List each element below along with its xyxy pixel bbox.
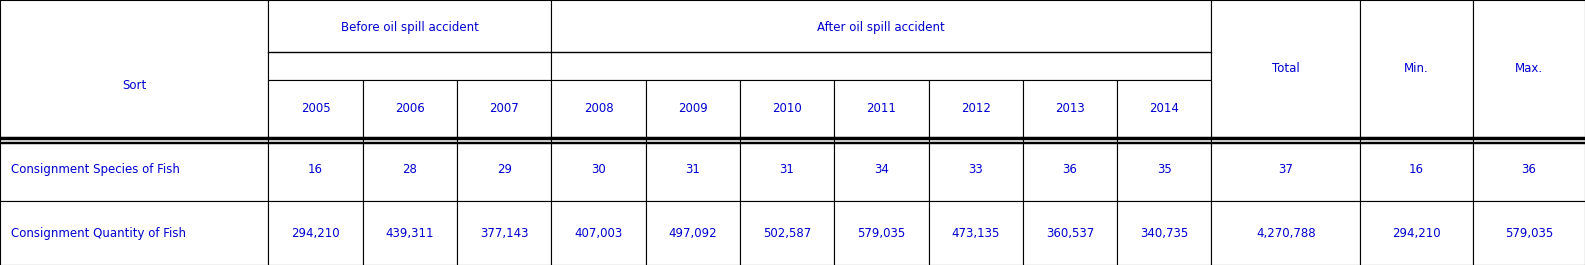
Bar: [929, 138, 1022, 201]
Bar: [834, 138, 929, 201]
Bar: [0, 0, 268, 138]
Bar: [363, 201, 456, 265]
Bar: [929, 80, 1022, 138]
Text: Before oil spill accident: Before oil spill accident: [341, 21, 479, 34]
Text: 2011: 2011: [867, 102, 896, 115]
Text: Min.: Min.: [1404, 62, 1428, 76]
Bar: [268, 138, 363, 201]
Bar: [1211, 138, 1360, 201]
Bar: [1211, 0, 1360, 138]
Text: 2012: 2012: [961, 102, 991, 115]
Bar: [1117, 80, 1211, 138]
Bar: [456, 80, 552, 138]
Bar: [0, 138, 268, 201]
Text: 497,092: 497,092: [669, 227, 716, 240]
Bar: [1211, 201, 1360, 265]
Text: 294,210: 294,210: [1392, 227, 1441, 240]
Bar: [740, 201, 834, 265]
Text: Consignment Species of Fish: Consignment Species of Fish: [11, 163, 181, 176]
Bar: [268, 80, 363, 138]
Text: 2005: 2005: [301, 102, 330, 115]
Bar: [645, 201, 740, 265]
Bar: [1022, 80, 1117, 138]
Bar: [645, 80, 740, 138]
Bar: [1360, 138, 1472, 201]
Bar: [1360, 201, 1472, 265]
Text: 2009: 2009: [678, 102, 707, 115]
Text: 16: 16: [1409, 163, 1423, 176]
Text: 2013: 2013: [1056, 102, 1084, 115]
Bar: [552, 138, 645, 201]
Text: 340,735: 340,735: [1140, 227, 1189, 240]
Text: 2008: 2008: [583, 102, 613, 115]
Text: 31: 31: [685, 163, 701, 176]
Bar: [1022, 201, 1117, 265]
Text: Sort: Sort: [122, 79, 146, 92]
Bar: [456, 201, 552, 265]
Text: 407,003: 407,003: [574, 227, 623, 240]
Text: 473,135: 473,135: [951, 227, 1000, 240]
Bar: [740, 138, 834, 201]
Text: 2007: 2007: [490, 102, 518, 115]
Text: 579,035: 579,035: [857, 227, 905, 240]
Text: 502,587: 502,587: [762, 227, 812, 240]
Bar: [1022, 138, 1117, 201]
Text: 4,270,788: 4,270,788: [1255, 227, 1316, 240]
Text: 579,035: 579,035: [1504, 227, 1553, 240]
Bar: [1472, 0, 1585, 138]
Text: 16: 16: [307, 163, 323, 176]
Text: 36: 36: [1522, 163, 1536, 176]
Bar: [552, 80, 645, 138]
Text: 30: 30: [591, 163, 605, 176]
Text: Consignment Quantity of Fish: Consignment Quantity of Fish: [11, 227, 185, 240]
Bar: [1472, 138, 1585, 201]
Bar: [1117, 201, 1211, 265]
Text: 37: 37: [1279, 163, 1293, 176]
Text: 29: 29: [496, 163, 512, 176]
Text: Total: Total: [1271, 62, 1300, 76]
Bar: [929, 201, 1022, 265]
Bar: [363, 80, 456, 138]
Bar: [268, 0, 552, 80]
Text: 36: 36: [1062, 163, 1078, 176]
Bar: [645, 138, 740, 201]
Text: 2010: 2010: [772, 102, 802, 115]
Text: 33: 33: [968, 163, 983, 176]
Text: 35: 35: [1157, 163, 1171, 176]
Bar: [363, 138, 456, 201]
Bar: [0, 201, 268, 265]
Text: 2006: 2006: [395, 102, 425, 115]
Bar: [834, 80, 929, 138]
Bar: [1472, 201, 1585, 265]
Text: 294,210: 294,210: [292, 227, 339, 240]
Bar: [268, 201, 363, 265]
Text: 360,537: 360,537: [1046, 227, 1094, 240]
Text: 377,143: 377,143: [480, 227, 528, 240]
Bar: [1360, 0, 1472, 138]
Bar: [456, 138, 552, 201]
Bar: [552, 201, 645, 265]
Text: 2014: 2014: [1149, 102, 1179, 115]
Bar: [740, 80, 834, 138]
Text: 31: 31: [780, 163, 794, 176]
Bar: [552, 0, 1211, 80]
Text: After oil spill accident: After oil spill accident: [818, 21, 945, 34]
Text: Max.: Max.: [1515, 62, 1542, 76]
Text: 34: 34: [873, 163, 889, 176]
Bar: [834, 201, 929, 265]
Bar: [1117, 138, 1211, 201]
Text: 28: 28: [403, 163, 417, 176]
Text: 439,311: 439,311: [385, 227, 434, 240]
